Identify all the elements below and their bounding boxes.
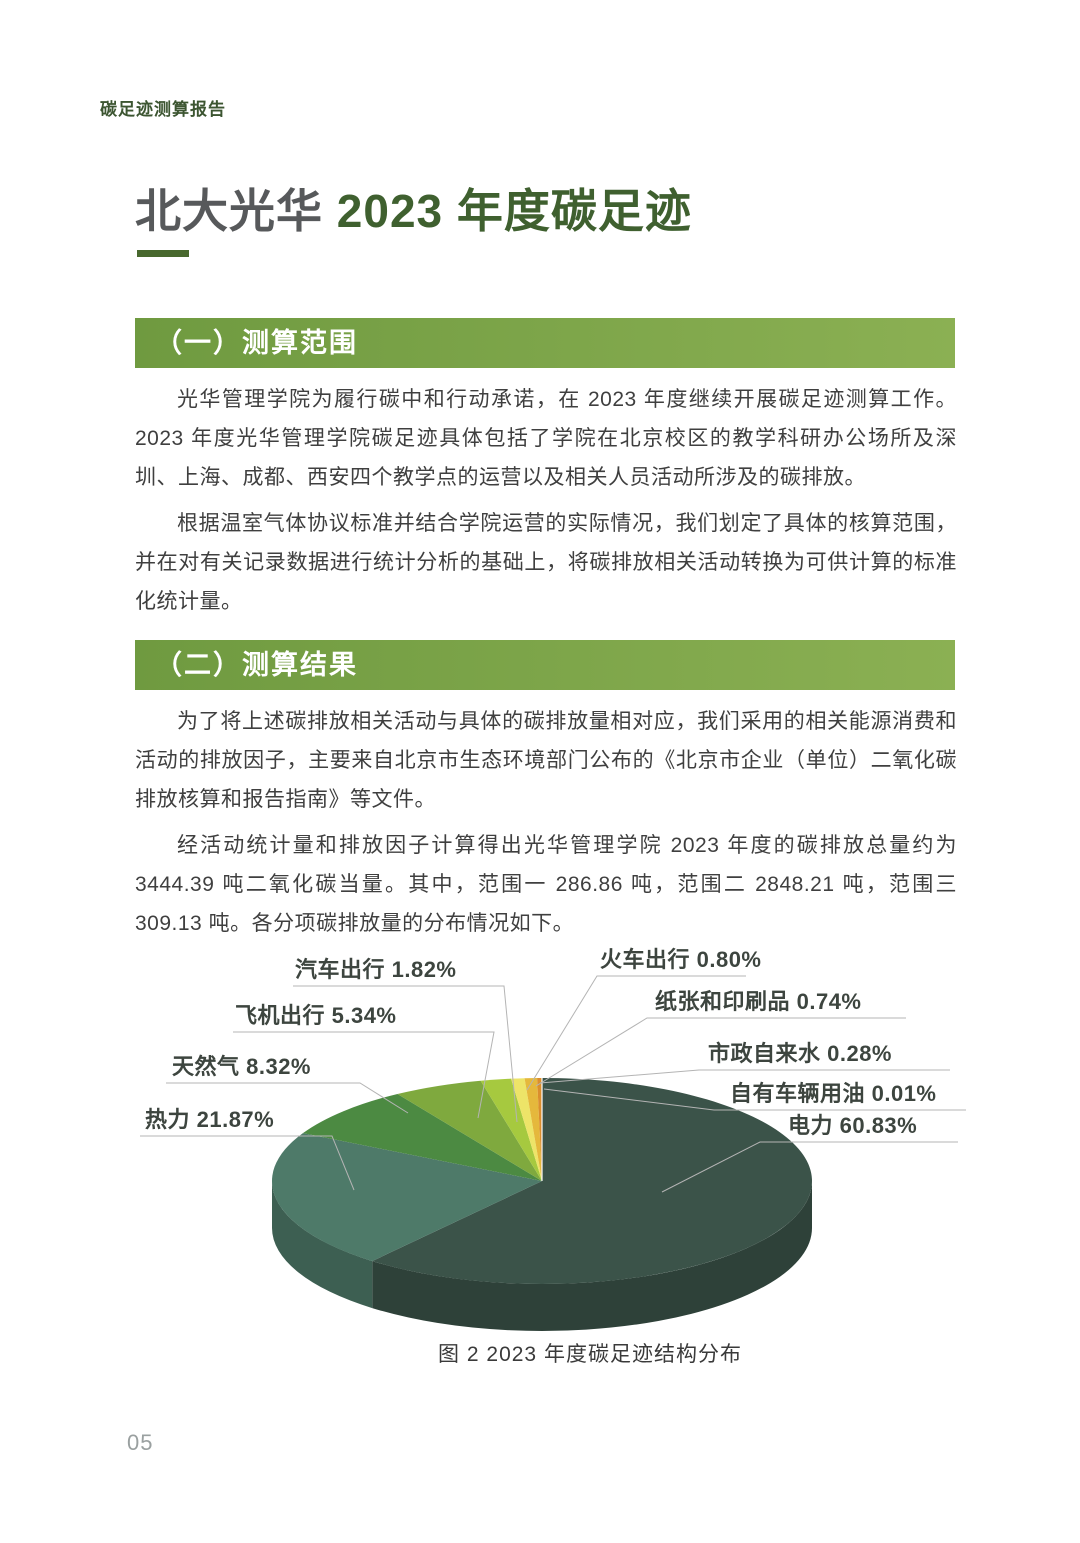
pie-3d bbox=[140, 975, 966, 1331]
title-underline bbox=[137, 250, 189, 257]
paragraph: 为了将上述碳排放相关活动与具体的碳排放量相对应，我们采用的相关能源消费和活动的排… bbox=[135, 710, 957, 811]
leader-line-natural-gas bbox=[166, 1082, 409, 1114]
pie-slice-electricity bbox=[372, 1078, 813, 1284]
page-title: 北大光华 2023 年度碳足迹 bbox=[135, 175, 692, 241]
pie-label-natural-gas: 天然气 8.32% bbox=[172, 1054, 311, 1079]
pie-label-train-travel: 火车出行 0.80% bbox=[600, 947, 762, 972]
paragraph: 经活动统计量和排放因子计算得出光华管理学院 2023 年度的碳排放总量约为 34… bbox=[135, 834, 957, 935]
pie-label-company-vehicle-fuel: 自有车辆用油 0.01% bbox=[730, 1081, 937, 1106]
pie-label-electricity: 电力 60.83% bbox=[788, 1113, 918, 1138]
pie-label-municipal-water: 市政自来水 0.28% bbox=[708, 1041, 892, 1066]
leader-line-train-travel bbox=[526, 975, 746, 1091]
title-prefix: 北大光华 bbox=[135, 185, 323, 237]
page-number: 05 bbox=[127, 1430, 154, 1455]
leader-line-electricity bbox=[661, 1141, 958, 1193]
pie-label-car-travel: 汽车出行 1.82% bbox=[295, 957, 457, 982]
title-highlight: 2023 年度碳足迹 bbox=[323, 185, 692, 237]
pie-slice-paper-printing bbox=[524, 1078, 542, 1181]
leader-line-car-travel bbox=[293, 985, 518, 1123]
pie-slice-natural-gas bbox=[302, 1093, 542, 1181]
pie-label-paper-printing: 纸张和印刷品 0.74% bbox=[655, 989, 862, 1014]
section-heading-scope: （一）测算范围 bbox=[135, 318, 955, 368]
paragraph: 光华管理学院为履行碳中和行动承诺，在 2023 年度继续开展碳足迹测算工作。20… bbox=[135, 388, 957, 489]
leader-line-company-vehicle-fuel bbox=[543, 1088, 966, 1111]
carbon-footprint-pie-chart: 图 2 2023 年度碳足迹结构分布 电力 60.83% 热力 21.87% 天然气… bbox=[0, 940, 1080, 1420]
paragraph: 根据温室气体协议标准并结合学院运营的实际情况，我们划定了具体的核算范围，并在对有… bbox=[135, 512, 957, 613]
pie-slice-heat bbox=[272, 1133, 542, 1262]
pie-label-heat: 热力 21.87% bbox=[145, 1107, 275, 1132]
section-heading-label: （一）测算范围 bbox=[155, 328, 358, 358]
pie-label-flight-travel: 飞机出行 5.34% bbox=[235, 1003, 397, 1028]
pie-side-electricity bbox=[372, 1181, 813, 1331]
section-heading-label: （二）测算结果 bbox=[155, 650, 358, 680]
figure-caption: 图 2 2023 年度碳足迹结构分布 bbox=[438, 1343, 742, 1366]
pie-slice-car-travel bbox=[480, 1078, 542, 1181]
doc-header: 碳足迹测算报告 bbox=[100, 100, 226, 119]
pie-slice-flight-travel bbox=[397, 1080, 542, 1181]
leader-line-flight-travel bbox=[233, 1031, 495, 1119]
section-heading-results: （二）测算结果 bbox=[135, 640, 955, 690]
pie-slice-train-travel bbox=[511, 1078, 542, 1181]
leader-line-paper-printing bbox=[535, 1017, 906, 1087]
pie-slice-municipal-water bbox=[537, 1078, 542, 1181]
leader-line-municipal-water bbox=[539, 1069, 950, 1084]
leader-line-heat bbox=[140, 1135, 355, 1191]
pie-side-heat bbox=[272, 1181, 373, 1309]
